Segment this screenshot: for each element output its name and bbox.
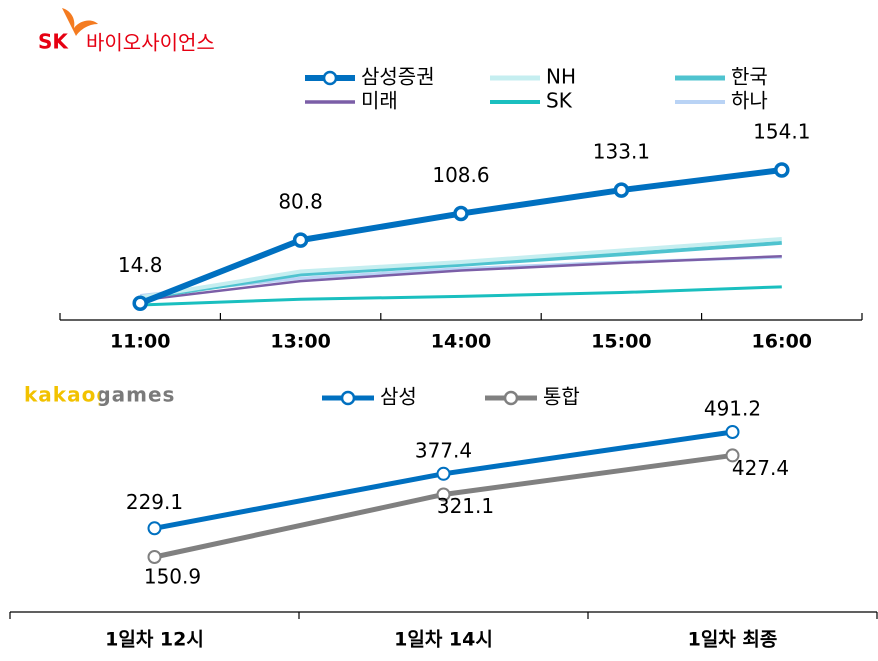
data-label: 133.1: [593, 140, 650, 164]
data-point: [613, 182, 630, 198]
data-label: 108.6: [432, 163, 489, 187]
data-point: [436, 466, 451, 481]
sk-logo-wing: [62, 8, 98, 36]
kakao-logo: kakaogames: [24, 383, 175, 407]
legend-label: NH: [546, 65, 576, 89]
series-line: [139, 240, 782, 301]
data-point: [774, 162, 790, 178]
x-tick-label: 11:00: [110, 331, 170, 353]
legend-marker: [322, 70, 338, 86]
x-tick-label: 14:00: [431, 331, 491, 353]
data-point: [292, 232, 309, 248]
x-tick-label: 1일차 12시: [105, 629, 204, 651]
data-label: 229.1: [126, 490, 183, 514]
series-line: [140, 254, 782, 302]
data-label: 150.9: [144, 565, 201, 589]
series-line: [139, 236, 782, 300]
data-label: 80.8: [278, 190, 323, 214]
legend-label: 통합: [543, 385, 580, 409]
legend-label: 삼성: [380, 385, 417, 409]
data-point: [147, 550, 162, 564]
data-label: 321.1: [437, 494, 494, 518]
legend-marker: [503, 390, 519, 406]
data-point: [453, 205, 469, 222]
data-label: 154.1: [753, 120, 810, 144]
data-label: 14.8: [118, 253, 163, 277]
legend-label: 하나: [731, 89, 768, 113]
data-point: [147, 521, 162, 536]
sk-logo: SK: [38, 30, 69, 54]
legend-label: 한국: [731, 65, 768, 89]
series-line: [140, 285, 782, 307]
legend-label: SK: [546, 89, 573, 113]
x-tick-label: 16:00: [752, 331, 812, 353]
legend-marker: [340, 390, 356, 406]
data-label: 427.4: [732, 456, 789, 480]
x-tick-label: 1일차 14시: [394, 629, 493, 651]
data-point: [436, 487, 451, 502]
x-tick-label: 15:00: [591, 331, 651, 353]
data-point: [725, 425, 740, 439]
legend-label: 삼성증권: [361, 65, 435, 89]
x-tick-label: 13:00: [270, 331, 330, 353]
sk-logo-text: 바이오사이언스: [86, 31, 215, 55]
legend-label: 미래: [361, 89, 398, 113]
data-label: 377.4: [415, 438, 472, 462]
data-point: [132, 295, 148, 312]
data-label: 491.2: [704, 397, 761, 421]
data-point: [725, 448, 740, 463]
x-tick-label: 1일차 최종: [688, 629, 778, 651]
